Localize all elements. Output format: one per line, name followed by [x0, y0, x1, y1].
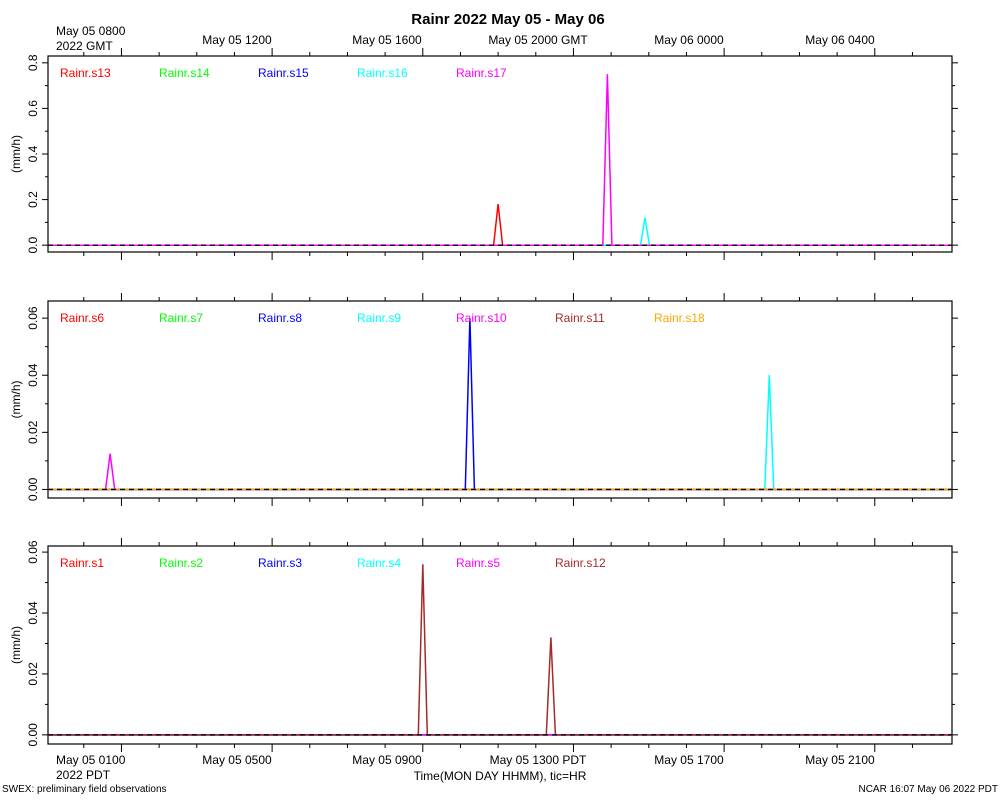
bottom-axis-label: May 05 0500	[202, 753, 272, 767]
footer-right: NCAR 16:07 May 06 2022 PDT	[858, 784, 998, 795]
top-axis-first-label-line2: 2022 GMT	[56, 39, 113, 53]
series-line-Rainr.s12	[48, 564, 952, 736]
legend-entry: Rainr.s15	[258, 66, 309, 80]
y-tick-label: 0.0	[26, 236, 40, 253]
panels: 0.0 0.2 0.4 0.6 0.8 (mm/h) Rainr.s13 Rainr.s14 R…	[9, 48, 958, 752]
legend-entry: Rainr.s8	[258, 311, 302, 325]
bottom-axis-first-label-line2: 2022 PDT	[56, 768, 111, 782]
y-tick-label: 0.2	[26, 191, 40, 208]
bottom-axis-label: May 05 1700	[654, 753, 724, 767]
y-tick-label: 0.00	[26, 723, 40, 747]
bottom-axis-label: May 05 1300 PDT	[490, 753, 587, 767]
y-tick-label: 0.6	[26, 100, 40, 117]
y-tick-label: 0.4	[26, 145, 40, 162]
bottom-axis-first-label-line1: May 05 0100	[56, 753, 126, 767]
y-tick-label: 0.04	[26, 363, 40, 387]
legend-entry: Rainr.s11	[555, 311, 605, 325]
legend-entry: Rainr.s9	[357, 311, 401, 325]
y-tick-label: 0.00	[26, 477, 40, 501]
bottom-axis-label: May 05 0900	[352, 753, 422, 767]
series-line-Rainr.s8	[48, 318, 952, 491]
series-line-Rainr.s10	[48, 453, 952, 491]
legend-entry: Rainr.s10	[456, 311, 507, 325]
footer-left: SWEX: preliminary field observations	[2, 784, 167, 795]
y-axis-label: (mm/h)	[9, 626, 23, 664]
legend-entry: Rainr.s6	[60, 311, 104, 325]
legend-entry: Rainr.s18	[654, 311, 705, 325]
legend-entry: Rainr.s16	[357, 66, 408, 80]
y-axis-label: (mm/h)	[9, 135, 23, 173]
y-tick-label: 0.8	[26, 54, 40, 71]
top-axis-label: May 05 1600	[352, 33, 422, 47]
legend-entry: Rainr.s3	[258, 556, 302, 570]
series-line-Rainr.s13	[48, 204, 952, 246]
panel-3: 0.00 0.02 0.04 0.06 (mm/h) Rainr.s1 Rainr.s2 Ra…	[9, 538, 958, 752]
top-axis-first-label-line1: May 05 0800	[56, 24, 126, 38]
legend-entry: Rainr.s13	[60, 66, 111, 80]
legend-entry: Rainr.s14	[159, 66, 210, 80]
chart-title: Rainr 2022 May 05 - May 06	[411, 11, 604, 28]
series-line-Rainr.s9	[48, 375, 952, 491]
legend-entry: Rainr.s1	[60, 556, 104, 570]
y-tick-label: 0.06	[26, 306, 40, 330]
panel-2: 0.00 0.02 0.04 0.06 (mm/h) Rainr.s6 Rainr.s7 Ra…	[9, 293, 958, 506]
y-tick-label: 0.06	[26, 540, 40, 564]
top-axis-label: May 06 0000	[654, 33, 724, 47]
y-tick-label: 0.02	[26, 662, 40, 686]
legend-entry: Rainr.s2	[159, 556, 203, 570]
panel-1: 0.0 0.2 0.4 0.6 0.8 (mm/h) Rainr.s13 Rainr.s14 R…	[9, 48, 958, 260]
legend-entry: Rainr.s12	[555, 556, 606, 570]
bottom-axis: May 05 0100 2022 PDT May 05 0500 May 05 …	[56, 753, 875, 783]
y-tick-label: 0.04	[26, 601, 40, 625]
plot-frame	[47, 300, 953, 499]
legend-entry: Rainr.s5	[456, 556, 500, 570]
legend-entry: Rainr.s7	[159, 311, 203, 325]
bottom-axis-label: May 05 2100	[805, 753, 875, 767]
y-axis-label: (mm/h)	[9, 381, 23, 419]
top-axis: May 05 0800 2022 GMT May 05 1200 May 05 …	[56, 24, 875, 53]
plot-frame	[47, 545, 953, 745]
top-axis-label: May 05 1200	[202, 33, 272, 47]
top-axis-label: May 05 2000 GMT	[488, 33, 588, 47]
top-axis-label: May 06 0400	[805, 33, 875, 47]
x-axis-title: Time(MON DAY HHMM), tic=HR	[414, 769, 587, 783]
legend-entry: Rainr.s17	[456, 66, 507, 80]
y-tick-label: 0.02	[26, 420, 40, 444]
legend-entry: Rainr.s4	[357, 556, 401, 570]
